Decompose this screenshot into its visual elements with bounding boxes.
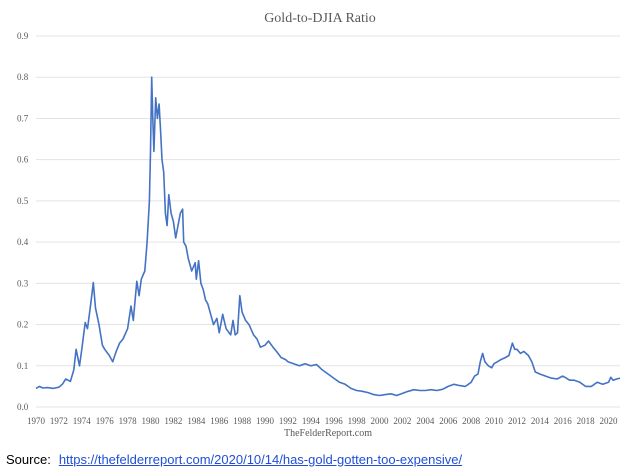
y-tick-label: 0.8 xyxy=(17,72,29,82)
x-tick-label: 2016 xyxy=(554,416,573,426)
x-axis-ticks: 1970 1972 1974 1976 1978 1980 1982 1984 1986 1988… xyxy=(27,416,618,426)
y-tick-label: 0.3 xyxy=(17,278,29,288)
chart: Gold-to-DJIA Ratio 0.0 0.1 0.2 0.3 0.4 0.5 0.6… xyxy=(17,11,621,439)
y-tick-label: 0.1 xyxy=(17,361,28,371)
x-tick-label: 1982 xyxy=(164,416,182,426)
x-tick-label: 2006 xyxy=(439,416,458,426)
x-tick-label: 1980 xyxy=(142,416,161,426)
x-tick-label: 2002 xyxy=(393,416,411,426)
x-tick-label: 2020 xyxy=(600,416,619,426)
source-label: Source: xyxy=(6,452,51,467)
y-tick-label: 0.0 xyxy=(17,402,29,412)
x-tick-label: 1974 xyxy=(73,416,92,426)
x-tick-label: 2012 xyxy=(508,416,526,426)
x-tick-label: 2004 xyxy=(416,416,435,426)
x-tick-label: 2008 xyxy=(462,416,481,426)
x-tick-label: 1996 xyxy=(325,416,344,426)
x-tick-label: 2000 xyxy=(371,416,390,426)
x-tick-label: 1992 xyxy=(279,416,297,426)
x-tick-label: 1972 xyxy=(50,416,68,426)
y-tick-label: 0.7 xyxy=(17,113,29,123)
y-tick-label: 0.6 xyxy=(17,155,29,165)
x-tick-label: 2010 xyxy=(485,416,504,426)
x-tick-label: 1986 xyxy=(210,416,229,426)
x-tick-label: 1988 xyxy=(233,416,252,426)
x-tick-label: 1998 xyxy=(348,416,367,426)
series-group xyxy=(35,76,621,397)
x-tick-label: 1994 xyxy=(302,416,321,426)
x-tick-label: 1990 xyxy=(256,416,275,426)
y-tick-label: 0.5 xyxy=(17,196,29,206)
chart-title: Gold-to-DJIA Ratio xyxy=(264,11,376,26)
x-tick-label: 2014 xyxy=(531,416,550,426)
source-link[interactable]: https://thefelderreport.com/2020/10/14/h… xyxy=(58,452,463,467)
x-tick-label: 2018 xyxy=(577,416,596,426)
y-tick-label: 0.4 xyxy=(17,237,29,247)
source-row: Source: https://thefelderreport.com/2020/… xyxy=(6,452,462,467)
x-tick-label: 1978 xyxy=(119,416,138,426)
x-tick-label: 1984 xyxy=(187,416,206,426)
grid xyxy=(36,35,620,408)
y-tick-label: 0.2 xyxy=(17,320,28,330)
y-axis-ticks: 0.0 0.1 0.2 0.3 0.4 0.5 0.6 0.7 0.8 0.9 xyxy=(17,31,29,412)
x-tick-label: 1976 xyxy=(96,416,115,426)
chart-credit: TheFelderReport.com xyxy=(284,428,372,439)
y-tick-label: 0.9 xyxy=(17,31,29,41)
series-line xyxy=(35,76,621,397)
x-tick-label: 1970 xyxy=(27,416,46,426)
